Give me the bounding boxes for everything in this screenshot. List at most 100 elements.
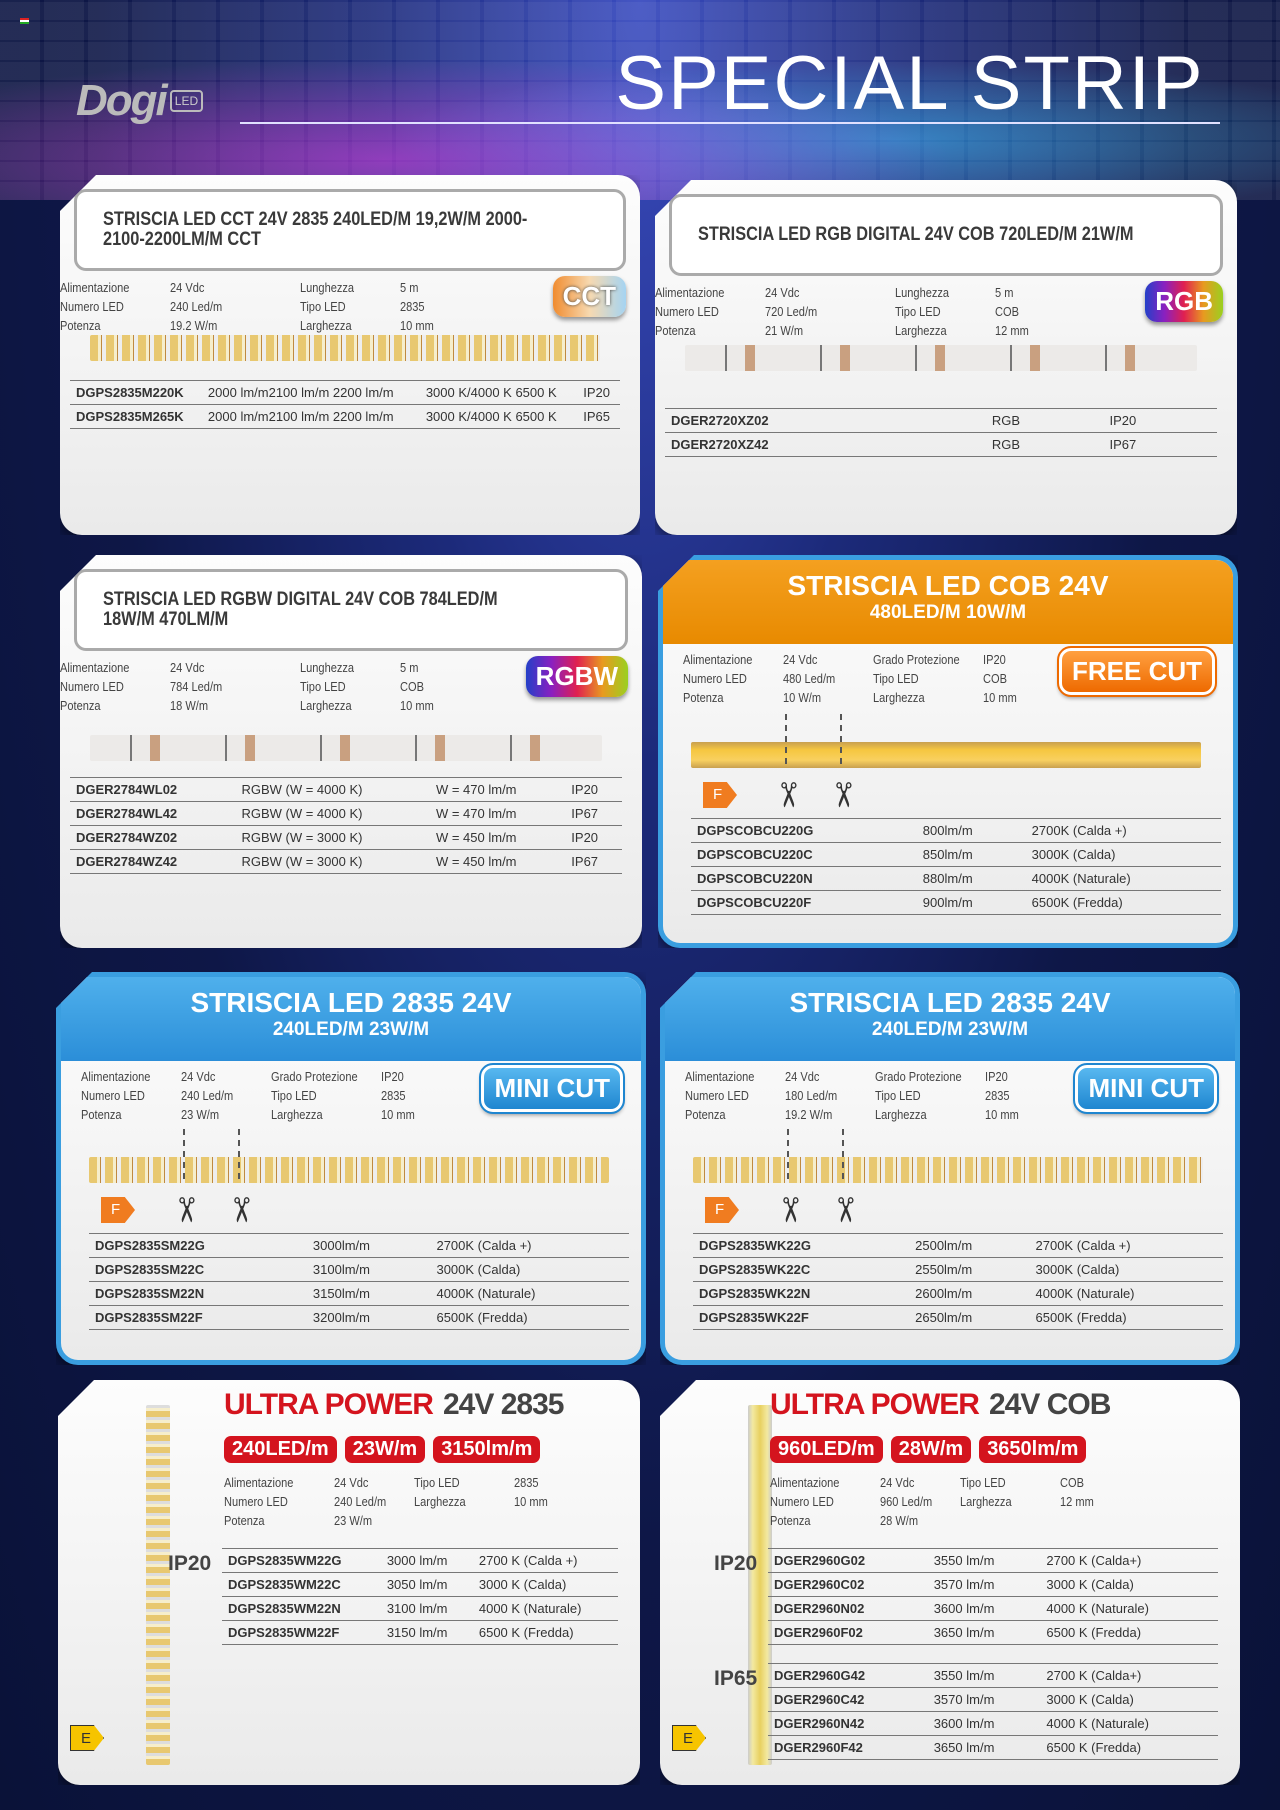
- spec-value: 480 Led/m: [783, 671, 836, 686]
- table-row: DGPS2835SM22N 3150lm/m 4000K (Naturale): [89, 1281, 629, 1306]
- table-row: DGPS2835WM22N 3100 lm/m 4000 K (Naturale): [222, 1596, 618, 1621]
- spec-empty: [514, 1513, 565, 1528]
- spec-value: COB: [995, 304, 1019, 319]
- card-header: STRISCIA LED 2835 24V 240LED/M 23W/M: [665, 977, 1235, 1061]
- spec-value: 5 m: [400, 660, 419, 675]
- table-cell: 3600 lm/m: [927, 1596, 1041, 1621]
- table-row: DGER2960N02 3600 lm/m 4000 K (Naturale): [768, 1596, 1218, 1621]
- product-table: DGPS2835M220K 2000 lm/m2100 lm/m 2200 lm/…: [70, 380, 620, 429]
- table-cell: DGER2960G42: [768, 1663, 928, 1688]
- spec-label: Tipo LED: [875, 1088, 921, 1103]
- product-table: DGPS2835WK22G 2500lm/m 2700K (Calda +) DGPS…: [693, 1233, 1223, 1330]
- spec-label: Tipo LED: [271, 1088, 317, 1103]
- spec-value: COB: [400, 679, 424, 694]
- table-row: DGPSCOBCU220C 850lm/m 3000K (Calda): [691, 842, 1221, 867]
- spec-label: Larghezza: [873, 690, 925, 705]
- table-cell: 3000K (Calda): [1025, 842, 1221, 867]
- card-subtitle: 240LED/M 23W/M: [272, 1019, 430, 1040]
- table-row: DGER2720XZ42 RGB IP67: [665, 432, 1217, 457]
- led-strip-image: [685, 345, 1197, 371]
- spec-label: Potenza: [60, 698, 101, 713]
- table-cell: DGER2720XZ42: [665, 432, 986, 457]
- card-header: STRISCIA LED 2835 24V 240LED/M 23W/M: [61, 977, 641, 1061]
- table-row: DGER2960C02 3570 lm/m 3000 K (Calda): [768, 1572, 1218, 1597]
- feature-badge: MINI CUT: [1073, 1063, 1219, 1114]
- spec-value: IP20: [381, 1069, 404, 1084]
- table-cell: RGBW (W = 4000 K): [235, 777, 430, 802]
- table-row: DGER2960G02 3550 lm/m 2700 K (Calda+): [768, 1548, 1218, 1573]
- table-row: DGER2960N42 3600 lm/m 4000 K (Naturale): [768, 1711, 1218, 1736]
- table-cell: 4000 K (Naturale): [1040, 1711, 1218, 1736]
- spec-label: Larghezza: [414, 1494, 466, 1509]
- table-cell: IP67: [565, 849, 622, 874]
- table-cell: 4000 K (Naturale): [1040, 1596, 1218, 1621]
- spec-value: 5 m: [995, 285, 1014, 300]
- table-cell: 2700 K (Calda+): [1040, 1663, 1218, 1688]
- table-cell: 2000 lm/m2100 lm/m 2200 lm/m: [201, 380, 420, 405]
- product-table: DGPS2835WM22G 3000 lm/m 2700 K (Calda +) DG…: [222, 1548, 618, 1645]
- table-row: DGPS2835WM22F 3150 lm/m 6500 K (Fredda): [222, 1620, 618, 1645]
- table-cell: RGBW (W = 3000 K): [235, 825, 430, 850]
- logo-text: Dogi: [76, 76, 168, 125]
- spec-empty: [1060, 1513, 1111, 1528]
- spec-label: Potenza: [685, 1107, 726, 1122]
- card-title: STRISCIA LED COB 24V: [787, 570, 1109, 601]
- table-cell: 6500 K (Fredda): [1040, 1735, 1218, 1760]
- spec-value: 2835: [985, 1088, 1010, 1103]
- led-strip-image: [90, 335, 600, 361]
- spec-value: 24 Vdc: [170, 660, 205, 675]
- spec-label: Larghezza: [300, 698, 352, 713]
- table-cell: 4000K (Naturale): [1029, 1281, 1223, 1306]
- table-cell: IP67: [1103, 432, 1217, 457]
- table-cell: IP20: [565, 825, 622, 850]
- table-row: DGER2784WZ42 RGBW (W = 3000 K) W = 450 lm/…: [70, 849, 622, 874]
- table-cell: 900lm/m: [916, 890, 1026, 915]
- table-cell: 800lm/m: [916, 818, 1026, 843]
- title-rest: 24V 2835: [442, 1388, 564, 1421]
- table-cell: 3050 lm/m: [380, 1572, 473, 1597]
- led-strip-image: [146, 1405, 170, 1765]
- card-title: STRISCIA LED 2835 24V: [190, 987, 512, 1018]
- spec-label: Lunghezza: [895, 285, 950, 300]
- table-cell: DGPS2835SM22F: [89, 1305, 307, 1330]
- card-title-box: STRISCIA LED RGB DIGITAL 24V COB 720LED/…: [669, 194, 1223, 276]
- spec-grid: Alimentazione 24 Vdc Tipo LED 2835 Numero LE…: [224, 1475, 574, 1528]
- spec-label: Tipo LED: [895, 304, 941, 319]
- table-row: DGER2784WZ02 RGBW (W = 3000 K) W = 450 lm/…: [70, 825, 622, 850]
- table-cell: 3650 lm/m: [927, 1735, 1041, 1760]
- table-row: DGER2784WL42 RGBW (W = 4000 K) W = 470 lm/…: [70, 801, 622, 826]
- table-cell: 2600lm/m: [909, 1281, 1030, 1306]
- table-cell: DGER2784WZ02: [70, 825, 236, 850]
- spec-label: Lunghezza: [300, 660, 355, 675]
- card-title: STRISCIA LED RGB DIGITAL 24V COB 720LED/…: [698, 224, 1134, 245]
- table-cell: DGER2784WL42: [70, 801, 236, 826]
- spec-label: Numero LED: [81, 1088, 145, 1103]
- spec-label: Numero LED: [683, 671, 747, 686]
- spec-value: 24 Vdc: [785, 1069, 820, 1084]
- spec-label: Larghezza: [895, 323, 947, 338]
- product-table: DGER2960G02 3550 lm/m 2700 K (Calda+) DGER2…: [768, 1548, 1218, 1645]
- energy-class-label: E: [70, 1725, 104, 1751]
- cut-line: [785, 714, 787, 764]
- table-cell: DGER2960N02: [768, 1596, 928, 1621]
- spec-label: Potenza: [683, 690, 724, 705]
- spec-pill: 23W/m: [344, 1436, 426, 1463]
- table-cell: IP20: [1103, 408, 1217, 433]
- table-row: DGPS2835SM22F 3200lm/m 6500K (Fredda): [89, 1305, 629, 1330]
- led-strip-image: [89, 1157, 609, 1183]
- table-row: DGPS2835WK22C 2550lm/m 3000K (Calda): [693, 1257, 1223, 1282]
- spec-grid: Alimentazione 24 Vdc Lunghezza 5 m Numero LE…: [655, 285, 1045, 338]
- table-row: DGER2960G42 3550 lm/m 2700 K (Calda+): [768, 1663, 1218, 1688]
- table-cell: DGPSCOBCU220C: [691, 842, 917, 867]
- table-cell: 6500 K (Fredda): [472, 1620, 618, 1645]
- table-cell: 3100 lm/m: [380, 1596, 473, 1621]
- spec-value: IP20: [985, 1069, 1008, 1084]
- spec-label: Larghezza: [271, 1107, 323, 1122]
- spec-pill: 240LED/m: [224, 1436, 337, 1463]
- spec-label: Alimentazione: [60, 660, 130, 675]
- language-flag-icon[interactable]: [20, 18, 29, 24]
- spec-pill: 3650lm/m: [979, 1436, 1087, 1463]
- product-card: STRISCIA LED RGB DIGITAL 24V COB 720LED/…: [655, 180, 1237, 535]
- table-cell: 3000K (Calda): [1029, 1257, 1223, 1282]
- table-cell: 3000 K/4000 K 6500 K: [419, 404, 578, 429]
